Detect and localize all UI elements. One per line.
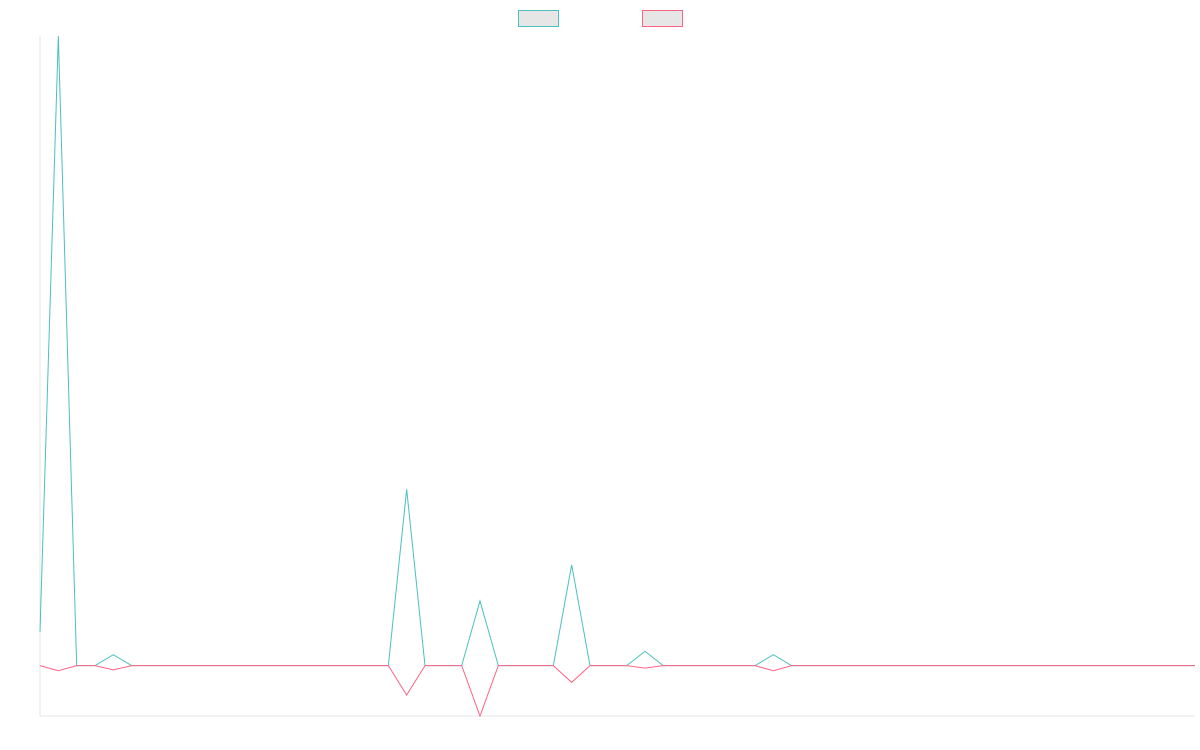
legend-swatch-1[interactable] xyxy=(518,10,559,27)
series-1-line xyxy=(39,35,1195,667)
legend[interactable] xyxy=(518,10,683,27)
series-1 xyxy=(39,35,1195,667)
legend-item-2[interactable] xyxy=(642,10,683,27)
legend-item-1[interactable] xyxy=(518,10,559,27)
series-layer xyxy=(39,35,1195,718)
axes xyxy=(39,36,1195,717)
series-2 xyxy=(39,665,1195,718)
series-2-line xyxy=(39,665,1195,718)
legend-swatch-2[interactable] xyxy=(642,10,683,27)
